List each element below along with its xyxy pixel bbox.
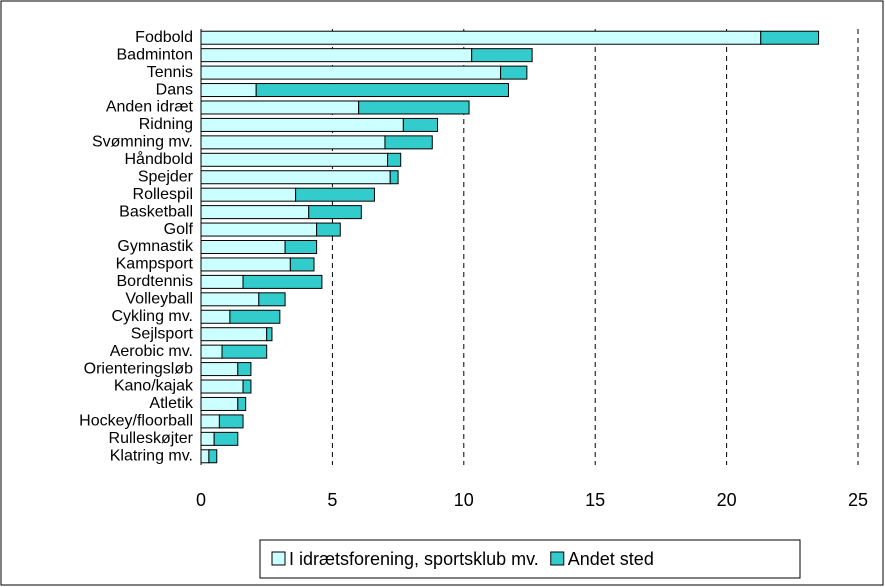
y-tick-label: Basketball [119, 203, 193, 220]
y-tick-label: Kano/kajak [114, 378, 194, 395]
bar-segment [387, 152, 402, 167]
bar-segment [295, 187, 375, 202]
bar-segment [200, 257, 291, 272]
bar-segment [208, 449, 218, 464]
legend-swatch [271, 551, 286, 566]
y-tick-label: Dans [156, 81, 193, 98]
y-tick-label: Håndbold [125, 150, 194, 168]
bar-segment [200, 48, 473, 63]
legend-swatch [550, 551, 565, 566]
bar-segment [229, 309, 281, 324]
bar-segment [200, 327, 268, 342]
y-tick-label: Svømning mv. [92, 134, 193, 151]
bar-segment [200, 30, 762, 45]
bar-segment [384, 135, 433, 150]
bar-segment [221, 344, 268, 359]
bar-segment [200, 152, 389, 167]
y-tick-label: Fodbold [135, 29, 193, 46]
x-tick-label: 25 [848, 490, 868, 510]
x-tick-label: 15 [585, 490, 605, 510]
y-tick-label: Golf [164, 221, 194, 238]
bar-segment [500, 65, 528, 80]
y-tick-label: Ridning [139, 116, 193, 133]
legend-label: I idrætsforening, sportsklub mv. [289, 549, 539, 569]
bar-segment [237, 362, 252, 377]
x-tick-label: 10 [454, 490, 474, 510]
bar-segment [213, 431, 239, 446]
y-tick-label: Atletik [149, 395, 194, 412]
bar-segment [358, 100, 470, 115]
bar-segment [200, 187, 297, 202]
bar-segment [200, 379, 244, 394]
bar-segment [284, 240, 318, 254]
bar-segment [200, 414, 220, 429]
x-tick-label: 20 [717, 490, 737, 510]
bar-segment [200, 344, 223, 359]
y-tick-label: Cykling mv. [112, 308, 194, 325]
y-tick-label: Sejlsport [131, 325, 194, 342]
y-tick-label: Gymnastik [117, 238, 194, 255]
bar-segment [200, 449, 210, 464]
y-tick-label: Hockey/floorball [79, 413, 193, 430]
bar-segment [200, 292, 260, 307]
bar-segment [242, 274, 323, 289]
bar-segment [471, 48, 533, 63]
y-tick-label: Bordtennis [117, 273, 194, 290]
bar-segment [255, 83, 509, 98]
bar-segment [760, 30, 820, 45]
x-tick-label: 5 [327, 490, 337, 510]
bar-segment [289, 257, 315, 272]
bar-segment [200, 135, 386, 150]
y-tick-label: Badminton [117, 46, 194, 63]
bar-segment [200, 83, 257, 98]
bar-segment [200, 362, 239, 377]
bar-segment [316, 222, 341, 237]
bar-segment [200, 274, 244, 289]
y-tick-label: Rollespil [133, 186, 193, 203]
x-tick-label: 0 [196, 490, 206, 510]
y-tick-label: Anden idræt [106, 99, 194, 116]
bar-segment [308, 205, 362, 220]
bar-segment [200, 117, 404, 132]
bar-segment [200, 170, 391, 185]
bar-segment [237, 396, 247, 411]
bar-segment [200, 240, 286, 254]
y-tick-label: Kampsport [116, 256, 194, 273]
bar-segment [200, 65, 502, 80]
bar-segment [200, 222, 318, 237]
bar-segment [218, 414, 244, 429]
bar-segment [200, 431, 215, 446]
legend-label: Andet sted [568, 549, 654, 569]
bar-segment [266, 327, 273, 342]
y-tick-label: Tennis [147, 64, 193, 81]
bar-segment [389, 170, 399, 185]
y-tick-label: Klatring mv. [110, 447, 193, 464]
bar-segment [200, 309, 231, 324]
bar-segment [200, 100, 360, 115]
bar-segment [242, 379, 252, 394]
bar-segment [402, 117, 439, 132]
bar-segment [258, 292, 286, 307]
bar-segment [200, 396, 239, 411]
y-tick-label: Rulleskøjter [109, 430, 194, 447]
y-tick-label: Volleyball [125, 291, 193, 308]
bar-segment [200, 205, 310, 220]
legend-box [259, 539, 801, 579]
y-tick-label: Spejder [138, 168, 194, 185]
y-tick-label: Orienteringsløb [84, 360, 193, 377]
y-tick-label: Aerobic mv. [110, 343, 193, 360]
